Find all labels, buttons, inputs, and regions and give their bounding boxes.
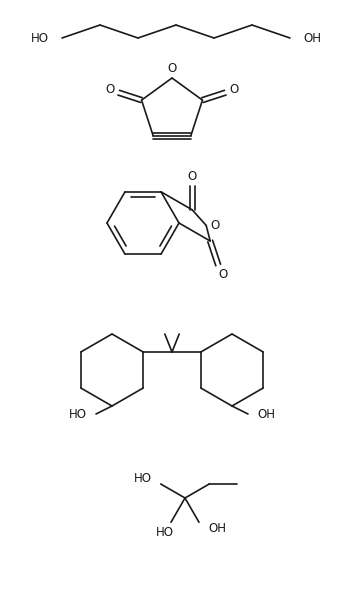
Text: OH: OH (208, 521, 226, 535)
Text: OH: OH (257, 407, 275, 420)
Text: O: O (218, 267, 228, 280)
Text: O: O (229, 83, 238, 96)
Text: HO: HO (69, 407, 87, 420)
Text: O: O (188, 170, 197, 184)
Text: HO: HO (31, 32, 49, 44)
Text: O: O (167, 62, 177, 75)
Text: O: O (210, 219, 220, 232)
Text: HO: HO (134, 471, 152, 484)
Text: HO: HO (156, 526, 174, 539)
Text: O: O (106, 83, 115, 96)
Text: OH: OH (303, 32, 321, 44)
